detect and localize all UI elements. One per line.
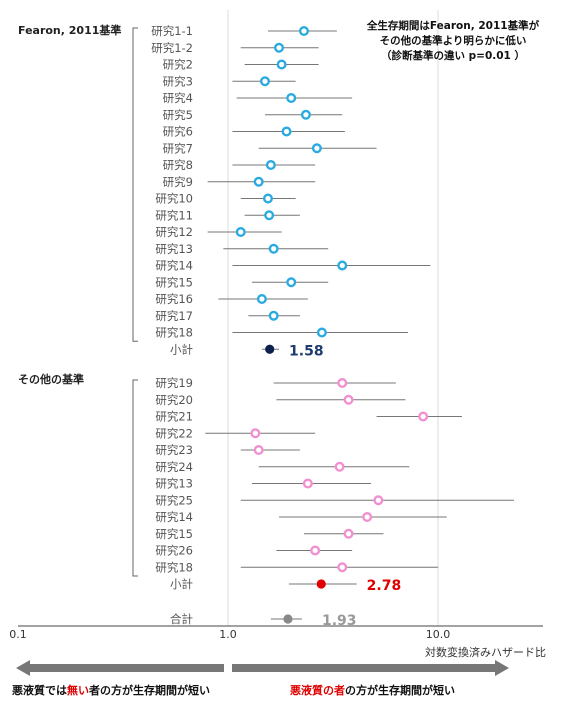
study-row-point (265, 159, 276, 170)
study-row-point (286, 277, 297, 288)
study-row-label: 研究4 (163, 91, 193, 105)
study-row-point (373, 495, 384, 506)
group-bracket (132, 379, 138, 577)
study-row-point (337, 260, 348, 271)
study-row-label: 研究18 (155, 560, 193, 574)
x-tick-label: 0.1 (9, 628, 27, 641)
study-row-point (286, 92, 297, 103)
study-row-point (300, 109, 311, 120)
study-row-label: 研究14 (155, 259, 193, 273)
right-arrow (232, 660, 509, 676)
study-row-point (253, 176, 264, 187)
study-row-label: 研究2 (163, 58, 193, 72)
study-row-point (337, 378, 348, 389)
subtotal-value: 1.58 (289, 343, 324, 359)
study-row-point (362, 512, 373, 523)
study-row-point (253, 445, 264, 456)
study-row-point (268, 310, 279, 321)
study-row-label: 研究19 (155, 376, 193, 390)
study-row-point (337, 562, 348, 573)
gridlines (227, 10, 439, 626)
group-header: その他の基準 (18, 372, 84, 386)
subtotal-row-point (265, 344, 275, 354)
study-row-point (281, 126, 292, 137)
study-row-label: 研究22 (155, 426, 193, 440)
total-value: 1.93 (322, 613, 357, 629)
study-row-label: 研究9 (163, 175, 193, 189)
left-footer-text: 悪液質では無い者の方が生存期間が短い (12, 683, 210, 697)
group-header: Fearon, 2011基準 (18, 23, 121, 37)
study-row-point (276, 59, 287, 70)
study-row-label: 研究15 (155, 275, 193, 289)
annotation-line: （診断基準の違い p=0.01 ） (381, 49, 525, 62)
study-row-point (316, 327, 327, 338)
study-row-point (264, 210, 275, 221)
study-row-label: 研究14 (155, 510, 193, 524)
study-row-label: 研究20 (155, 393, 193, 407)
study-row-point (310, 545, 321, 556)
subtotal-row-label: 小計 (170, 577, 193, 591)
subtotal-value: 2.78 (367, 578, 402, 594)
annotation-line: その他の基準より明らかに低い (380, 34, 527, 47)
study-row-point (250, 428, 261, 439)
study-row-label: 研究1-2 (151, 41, 193, 55)
study-row-point (262, 193, 273, 204)
group-brackets (132, 27, 138, 577)
study-row-label: 研究13 (155, 477, 193, 491)
footer: 悪液質では無い者の方が生存期間が短い 悪液質の者の方が生存期間が短い (12, 660, 509, 697)
annotation-line: 全生存期間はFearon, 2011基準が (366, 19, 540, 32)
study-row-label: 研究18 (155, 326, 193, 340)
study-row-label: 研究24 (155, 460, 193, 474)
study-row-label: 研究16 (155, 292, 193, 306)
x-tick-label: 10.0 (426, 628, 451, 641)
study-row-point (311, 143, 322, 154)
total-row-point (283, 614, 293, 624)
group-bracket (132, 27, 138, 342)
study-row-point (298, 26, 309, 37)
study-row-label: 研究10 (155, 192, 193, 206)
total-row-label: 合計 (170, 612, 193, 626)
study-row-label: 研究15 (155, 527, 193, 541)
study-row-label: 研究8 (163, 158, 193, 172)
right-footer-text: 悪液質の者の方が生存期間が短い (290, 683, 455, 697)
x-axis-label: 対数変換済みハザード比 (425, 645, 546, 659)
study-row-label: 研究3 (163, 74, 193, 88)
study-row-point (334, 461, 345, 472)
study-row-label: 研究6 (163, 125, 193, 139)
x-tick-label: 1.0 (219, 628, 237, 641)
study-row-label: 研究25 (155, 493, 193, 507)
study-row-label: 研究5 (163, 108, 193, 122)
study-row-label: 研究12 (155, 225, 193, 239)
study-row-point (235, 226, 246, 237)
study-row-point (256, 294, 267, 305)
left-arrow (16, 660, 224, 676)
study-row-label: 研究11 (155, 208, 193, 222)
study-row-point (418, 411, 429, 422)
study-row-point (259, 76, 270, 87)
study-row-label: 研究21 (155, 410, 193, 424)
study-row-point (268, 243, 279, 254)
study-row-point (343, 394, 354, 405)
study-rows: Fearon, 2011基準 研究1-1 研究1-2 研究2 研究3 研究4 研究5 研究6 研… (18, 23, 514, 629)
study-row-label: 研究26 (155, 544, 193, 558)
study-row-label: 研究13 (155, 242, 193, 256)
study-row-label: 研究1-1 (151, 24, 193, 38)
x-axis: 0.1 1.0 10.0 対数変換済みハザード比 (9, 625, 546, 659)
study-row-label: 研究7 (163, 141, 193, 155)
study-row-point (302, 478, 313, 489)
study-row-label: 研究17 (155, 309, 193, 323)
study-row-point (343, 528, 354, 539)
annotation-note: 全生存期間はFearon, 2011基準がその他の基準より明らかに低い （診断基準… (366, 19, 540, 62)
study-row-label: 研究23 (155, 443, 193, 457)
subtotal-row-point (316, 579, 326, 589)
study-row-point (274, 42, 285, 53)
subtotal-row-label: 小計 (170, 342, 193, 356)
